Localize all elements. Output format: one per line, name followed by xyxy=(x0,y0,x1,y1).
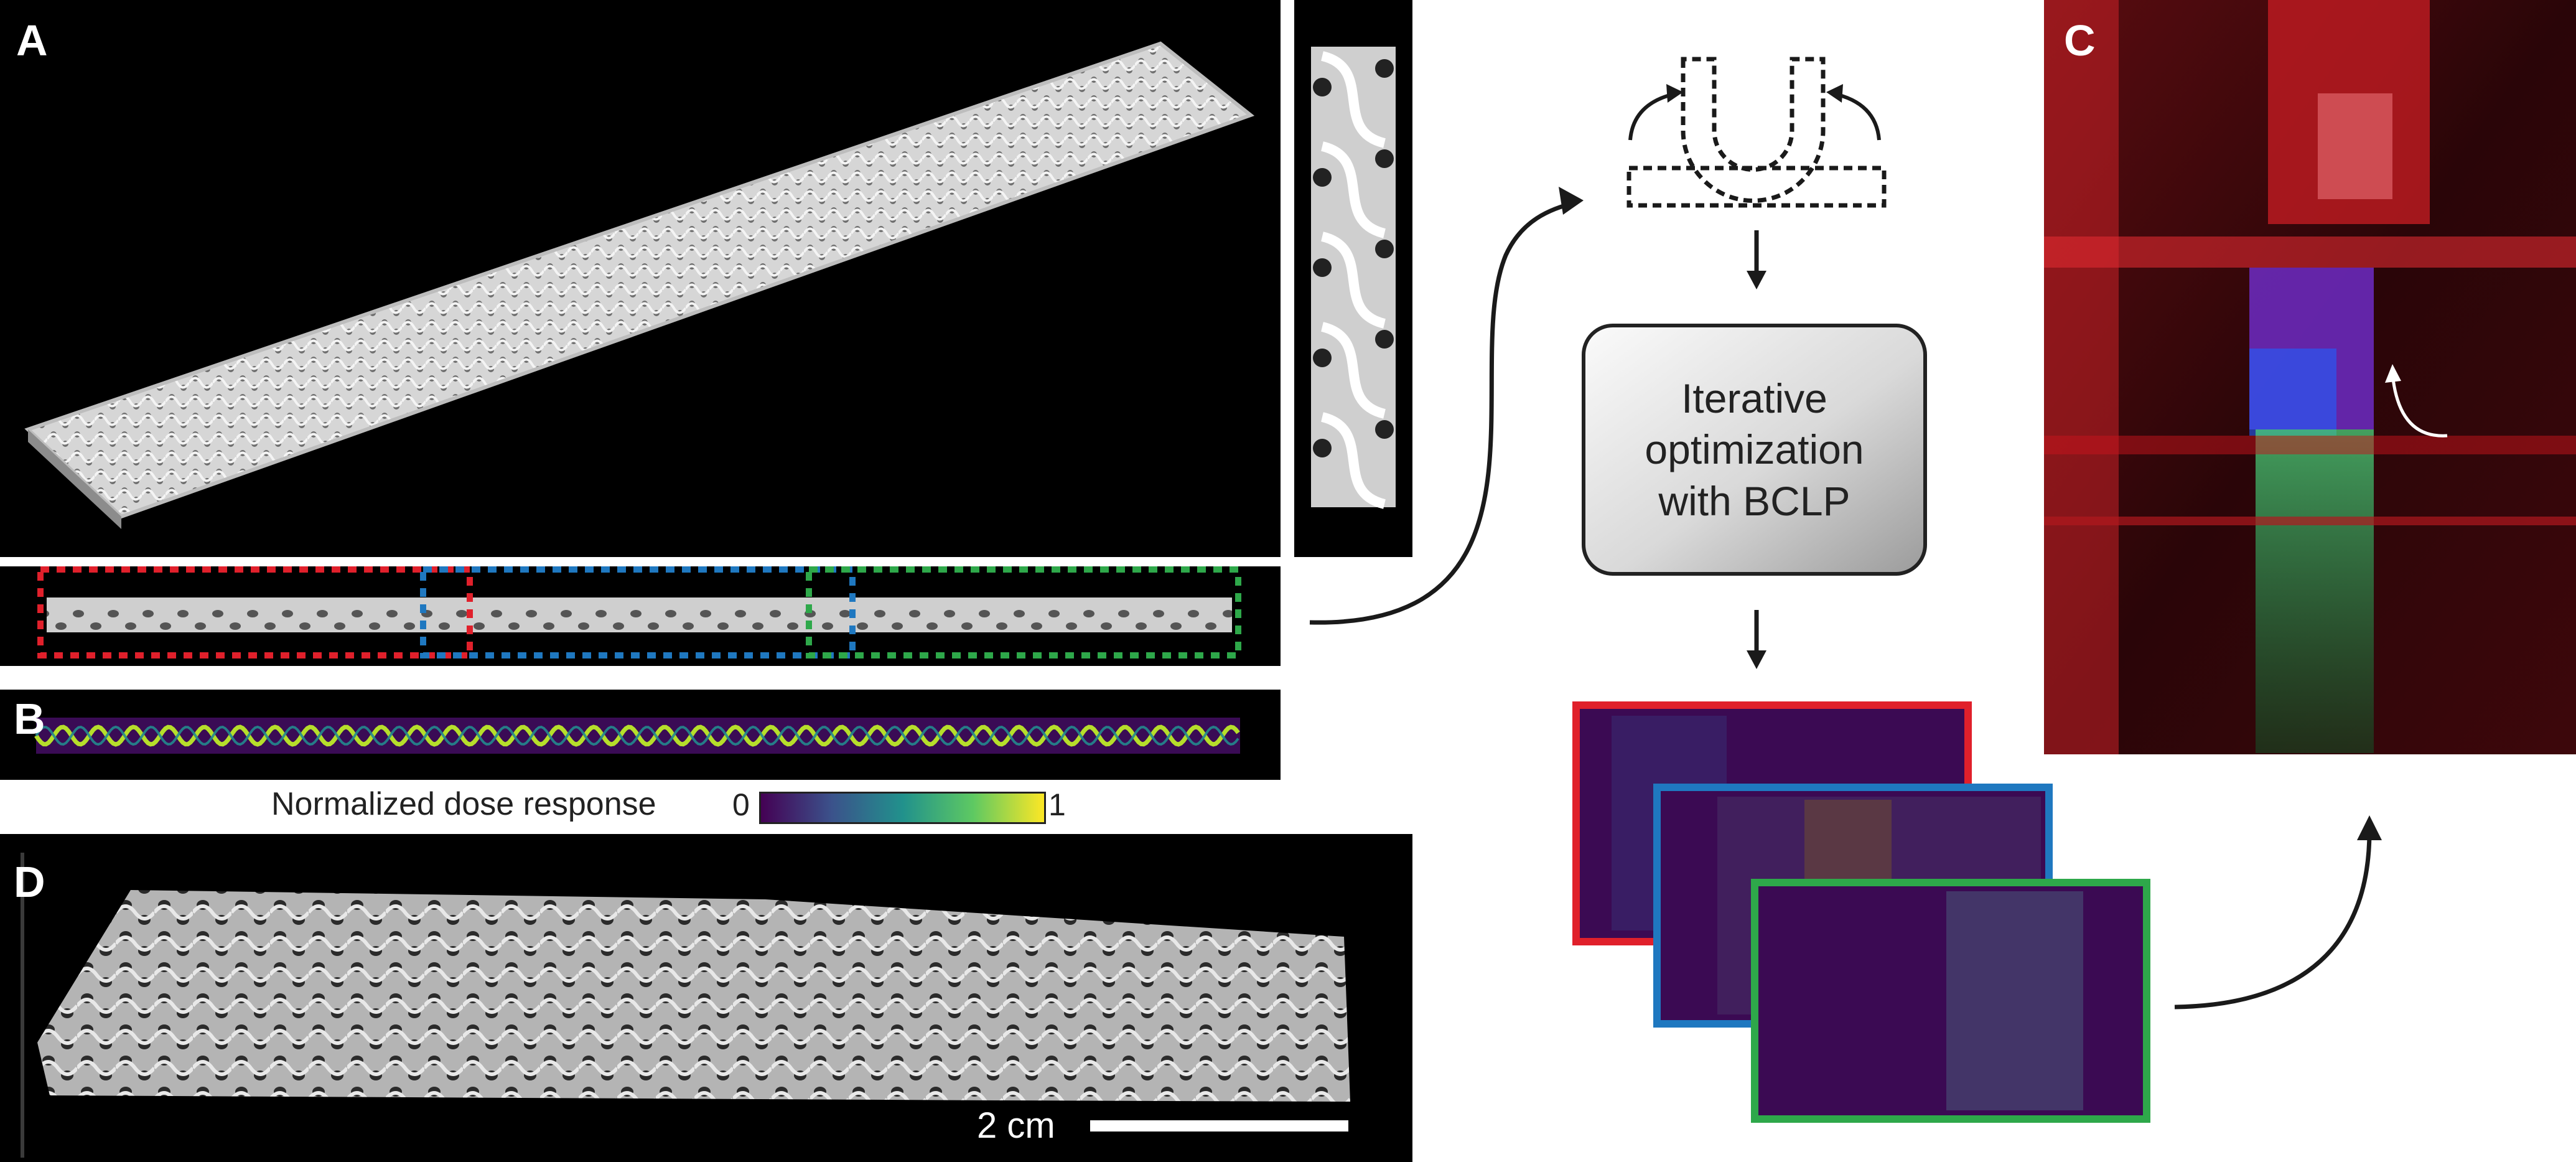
arrow-to-panel-c xyxy=(2174,827,2372,1010)
rotation-arrowhead-left xyxy=(1666,84,1683,103)
panel-a-side-strip xyxy=(0,566,1281,666)
panel-label-b: B xyxy=(14,695,45,743)
panel-b-dose-strip: B xyxy=(0,690,1281,780)
inset-pore xyxy=(1313,349,1332,367)
unit-cell-inset-illustration xyxy=(1311,47,1396,509)
panel-label-a: A xyxy=(16,16,48,65)
arrowhead-to-panel-c xyxy=(2357,815,2382,840)
arrowhead-to-rotation xyxy=(1559,187,1584,215)
arrow-to-rotation xyxy=(1309,200,1578,625)
side-strip-illustration xyxy=(37,566,1241,658)
down-arrowhead-2 xyxy=(1747,650,1766,669)
rotation-arrowhead-right xyxy=(1826,84,1843,103)
colorbar-max: 1 xyxy=(1048,787,1066,822)
scalebar-label: 2 cm xyxy=(977,1105,1055,1146)
colorbar-min: 0 xyxy=(732,787,750,822)
vial-rotation-schematic xyxy=(1626,57,1887,208)
inset-pore xyxy=(1313,258,1332,277)
inset-pore xyxy=(1375,240,1394,258)
optimization-box-text: Iterative optimization with BCLP xyxy=(1645,375,1864,524)
lattice-render-illustration xyxy=(24,41,1255,529)
inset-unit-cell-strut xyxy=(1320,232,1386,329)
inset-pore xyxy=(1313,168,1332,187)
inset-unit-cell-strut xyxy=(1320,412,1386,509)
panel-d-printed-part: D xyxy=(0,834,1412,1162)
inset-pore xyxy=(1375,59,1394,78)
printed-part-illustration xyxy=(21,853,1350,1158)
panel-a-inset xyxy=(1294,0,1412,557)
inset-unit-cell-strut xyxy=(1320,141,1386,238)
iterative-optimization-box: Iterative optimization with BCLP xyxy=(1582,324,1927,576)
panel-c-printing-photo: C xyxy=(2044,0,2576,754)
colorbar-label: Normalized dose response xyxy=(271,786,656,822)
panel-label-d: D xyxy=(14,858,45,906)
printing-photo-illustration xyxy=(2044,0,2576,754)
inset-pore xyxy=(1375,330,1394,349)
inset-pore xyxy=(1375,149,1394,168)
scalebar xyxy=(1090,1120,1348,1132)
inset-pore xyxy=(1313,439,1332,457)
inset-pore xyxy=(1313,78,1332,96)
inset-unit-cell-strut xyxy=(1320,51,1386,148)
projection-frame-green xyxy=(1751,879,2150,1123)
inset-pore xyxy=(1375,420,1394,439)
inset-unit-cell-strut xyxy=(1320,322,1386,419)
panel-a-render: A xyxy=(0,0,1281,557)
panel-label-c: C xyxy=(2064,16,2096,65)
down-arrowhead-1 xyxy=(1747,271,1766,289)
dose-response-strip xyxy=(34,718,1240,754)
colorbar-gradient xyxy=(759,792,1046,824)
